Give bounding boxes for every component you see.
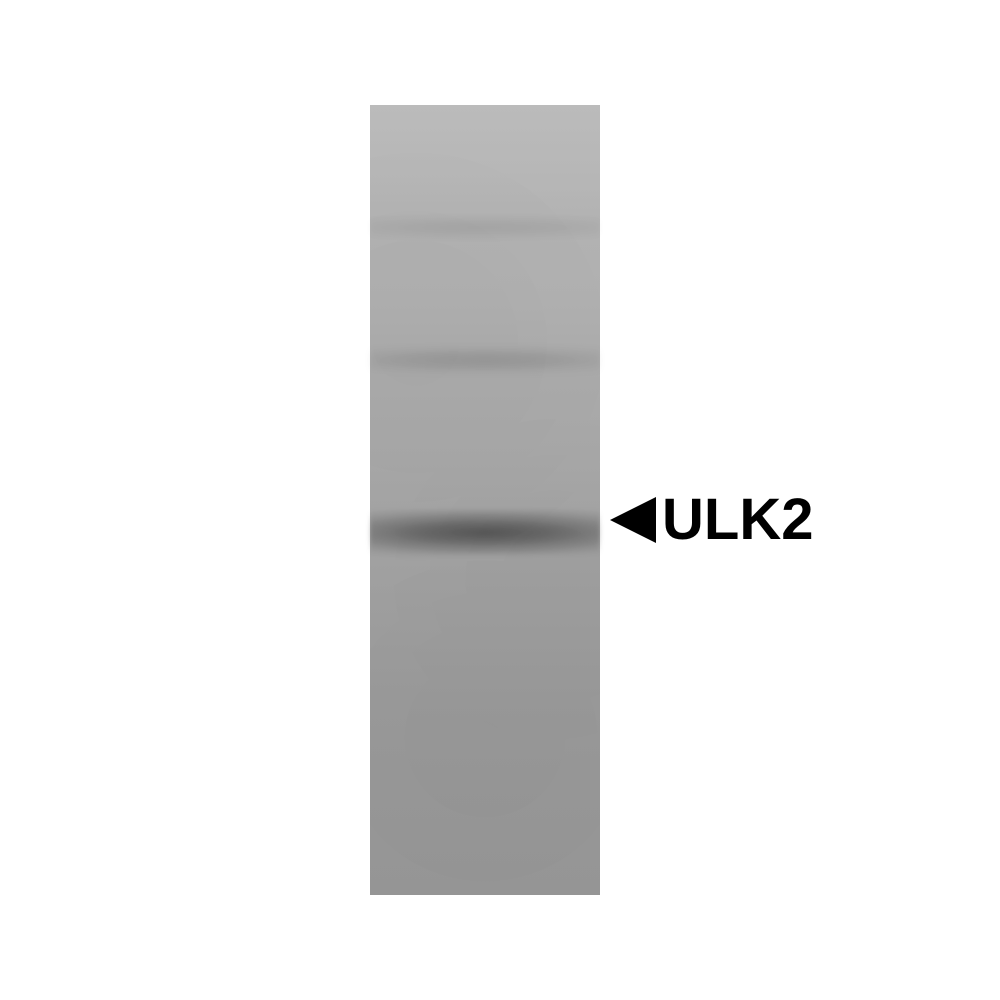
protein-name: ULK2 [662,486,813,553]
ulk2-band [370,510,600,555]
arrowhead-icon [610,497,656,543]
protein-label-ulk2: ULK2 [610,486,813,553]
blot-lane [370,105,600,895]
faint-band-1 [370,345,600,375]
faint-band-2 [370,215,600,240]
